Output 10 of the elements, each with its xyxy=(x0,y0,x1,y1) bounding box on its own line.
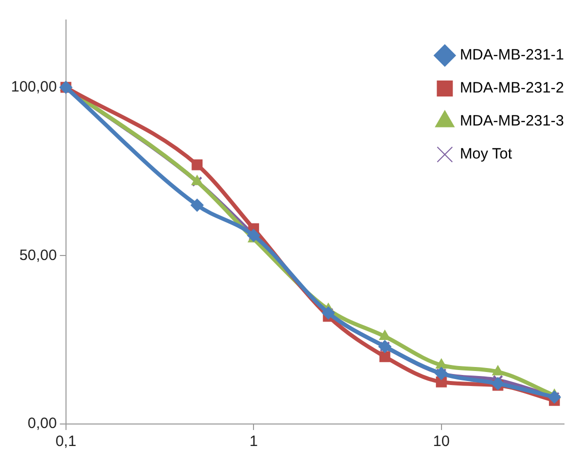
legend-label: Moy Tot xyxy=(460,146,513,163)
legend-label: MDA-MB-231-2 xyxy=(460,80,564,97)
y-tick-label: 100,00 xyxy=(10,78,57,96)
legend-label: MDA-MB-231-1 xyxy=(460,46,564,64)
x-tick-label: 1 xyxy=(249,433,258,450)
x-tick-label: 0,1 xyxy=(55,433,76,450)
y-tick-label: 50,00 xyxy=(19,246,57,264)
y-tick-label: 0,00 xyxy=(28,415,57,432)
legend-label: MDA-MB-231-3 xyxy=(460,112,564,130)
x-tick-label: 10 xyxy=(433,433,450,450)
